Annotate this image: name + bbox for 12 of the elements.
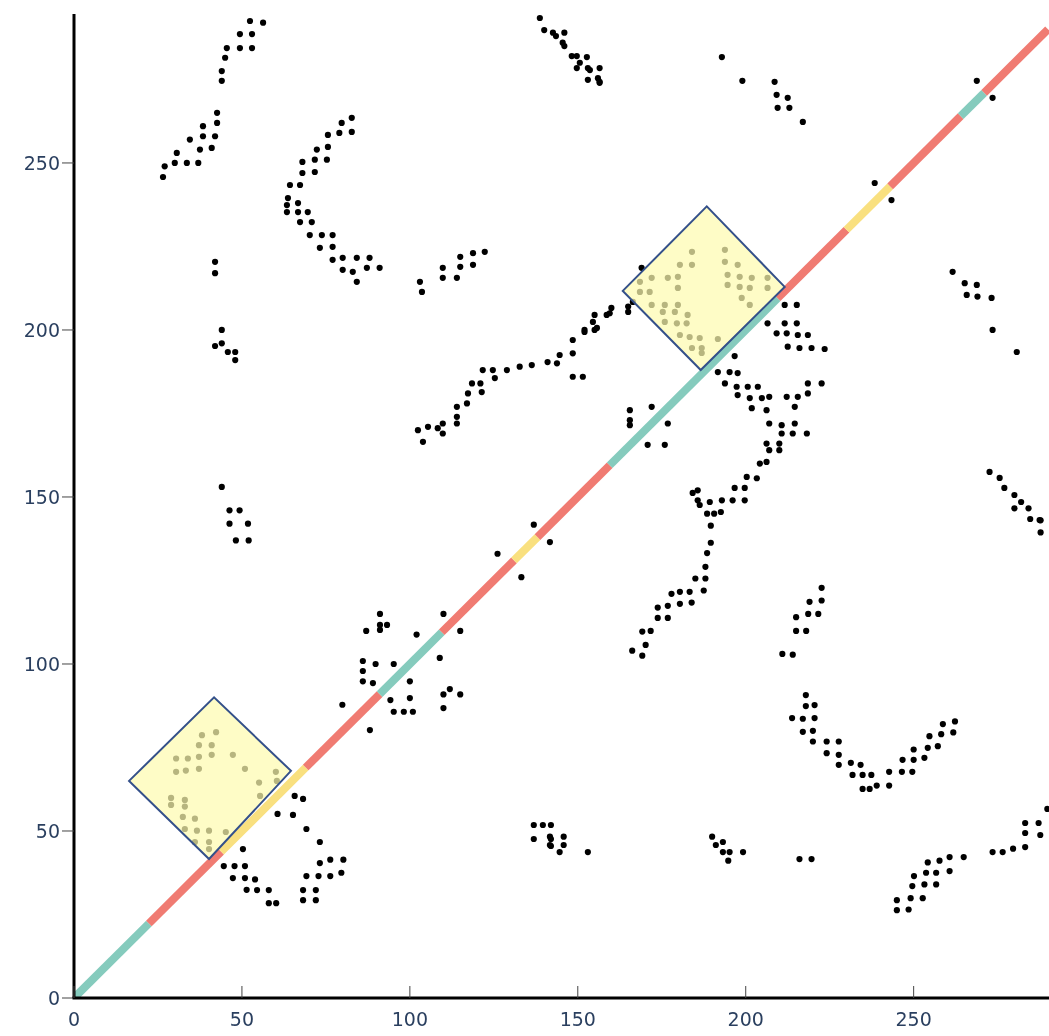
y-tick-label: 150 bbox=[23, 485, 60, 508]
y-tick-label: 200 bbox=[23, 318, 60, 341]
x-tick-label: 250 bbox=[895, 1008, 932, 1030]
x-tick-label: 100 bbox=[391, 1008, 428, 1030]
x-tick-label: 150 bbox=[559, 1008, 596, 1030]
y-tick-label: 50 bbox=[35, 819, 60, 842]
y-tick-label: 100 bbox=[23, 652, 60, 675]
x-tick-label: 50 bbox=[229, 1008, 255, 1030]
x-tick-label: 0 bbox=[67, 1008, 81, 1030]
y-tick-label: 0 bbox=[47, 986, 60, 1009]
x-tick-label: 200 bbox=[727, 1008, 764, 1030]
y-tick-label: 250 bbox=[23, 151, 60, 174]
